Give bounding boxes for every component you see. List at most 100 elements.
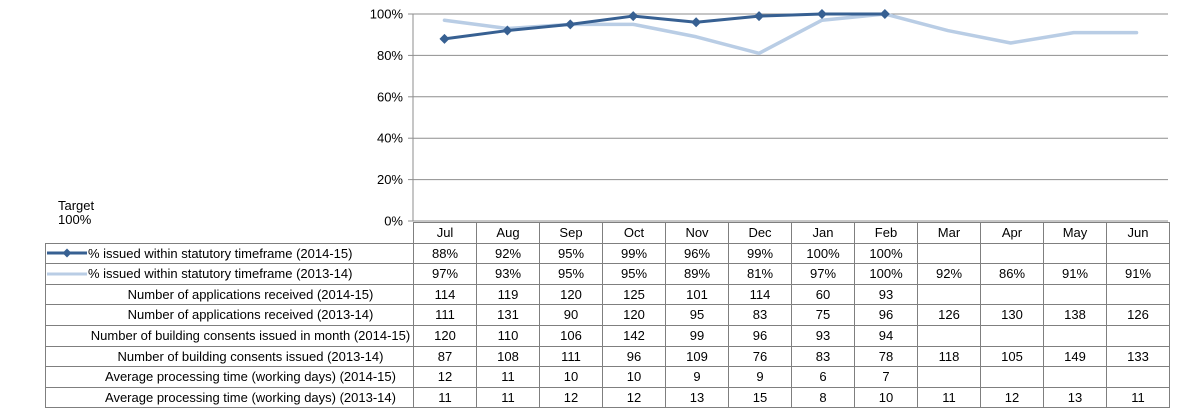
value-cell [917, 366, 981, 388]
value-cell: 12 [539, 386, 603, 408]
series-marker-diamond [879, 9, 890, 19]
value-cell: 101 [665, 283, 729, 306]
value-cell: 142 [602, 324, 666, 347]
table-row: Average processing time (working days) (… [45, 366, 1170, 388]
month-header: Mar [917, 222, 981, 244]
value-cell: 96% [665, 242, 729, 265]
value-cell: 11 [1106, 386, 1170, 408]
value-cell: 11 [413, 386, 477, 408]
value-cell: 78 [854, 345, 918, 368]
value-cell: 9 [728, 366, 792, 388]
value-cell: 10 [539, 366, 603, 388]
series-marker-diamond [502, 25, 513, 36]
line-chart: 0% 20% 40% 60% 80% 100% [370, 7, 1168, 229]
table-row: Average processing time (working days) (… [45, 386, 1170, 408]
value-cell: 114 [413, 283, 477, 306]
row-label-cell: Average processing time (working days) (… [45, 366, 414, 388]
series-marker-diamond [439, 33, 450, 44]
value-cell: 13 [1043, 386, 1107, 408]
chart-data-table: Jul Aug Sep Oct Nov Dec Jan Feb Mar Apr May Jun% is… [45, 222, 1170, 408]
value-cell: 6 [791, 366, 855, 388]
table-row: Number of applications received (2014-15… [45, 283, 1170, 306]
series-line [442, 12, 887, 41]
value-cell: 99 [665, 324, 729, 347]
value-cell: 118 [917, 345, 981, 368]
y-axis-tick-label: 0% [384, 214, 403, 229]
value-cell: 89% [665, 263, 729, 285]
value-cell [980, 324, 1044, 347]
value-cell: 99% [728, 242, 792, 265]
value-cell: 120 [413, 324, 477, 347]
month-header: Nov [665, 222, 729, 244]
value-cell: 93 [791, 324, 855, 347]
value-cell: 92% [476, 242, 540, 265]
value-cell [1043, 242, 1107, 265]
value-cell: 12 [413, 366, 477, 388]
legend-line-icon [47, 267, 89, 281]
value-cell: 96 [728, 324, 792, 347]
value-cell [1043, 283, 1107, 306]
row-label-cell: Number of applications received (2013-14… [45, 304, 414, 326]
row-label: % issued within statutory timeframe (201… [88, 245, 353, 261]
value-cell: 120 [602, 304, 666, 326]
value-cell: 94 [854, 324, 918, 347]
target-annotation-line2: 100% [58, 212, 92, 227]
value-cell [1043, 324, 1107, 347]
y-axis-tick-label: 40% [377, 131, 403, 146]
value-cell: 120 [539, 283, 603, 306]
value-cell: 110 [476, 324, 540, 347]
value-cell [980, 283, 1044, 306]
series-marker-diamond [691, 17, 702, 28]
value-cell: 96 [854, 304, 918, 326]
value-cell: 83 [728, 304, 792, 326]
month-header: Aug [476, 222, 540, 244]
value-cell: 126 [917, 304, 981, 326]
value-cell: 100% [854, 242, 918, 265]
value-cell: 8 [791, 386, 855, 408]
row-label-cell: % issued within statutory timeframe (201… [45, 242, 414, 265]
month-header: Dec [728, 222, 792, 244]
value-cell [980, 366, 1044, 388]
value-cell: 130 [980, 304, 1044, 326]
value-cell: 12 [980, 386, 1044, 408]
series-marker-diamond [628, 11, 639, 22]
series-marker-diamond [565, 19, 576, 30]
legend-line-diamond-icon [47, 246, 89, 260]
month-header: May [1043, 222, 1107, 244]
value-cell: 96 [602, 345, 666, 368]
value-cell: 60 [791, 283, 855, 306]
month-header: Oct [602, 222, 666, 244]
table-row: Number of applications received (2013-14… [45, 304, 1170, 326]
value-cell: 126 [1106, 304, 1170, 326]
value-cell: 83 [791, 345, 855, 368]
table-row: Number of building consents issued (2013… [45, 345, 1170, 368]
value-cell [917, 283, 981, 306]
value-cell: 149 [1043, 345, 1107, 368]
value-cell: 108 [476, 345, 540, 368]
value-cell: 15 [728, 386, 792, 408]
value-cell: 100% [791, 242, 855, 265]
value-cell: 138 [1043, 304, 1107, 326]
value-cell: 12 [602, 386, 666, 408]
value-cell: 95% [602, 263, 666, 285]
value-cell: 131 [476, 304, 540, 326]
table-corner-spacer [46, 223, 414, 244]
row-label-cell: Number of applications received (2014-15… [45, 283, 414, 306]
row-label: % issued within statutory timeframe (201… [88, 266, 353, 282]
value-cell: 91% [1106, 263, 1170, 285]
value-cell: 93% [476, 263, 540, 285]
value-cell: 100% [854, 263, 918, 285]
value-cell: 105 [980, 345, 1044, 368]
value-cell: 75 [791, 304, 855, 326]
value-cell: 86% [980, 263, 1044, 285]
value-cell [917, 242, 981, 265]
month-header: Sep [539, 222, 603, 244]
value-cell: 95% [539, 263, 603, 285]
value-cell: 13 [665, 386, 729, 408]
row-label-cell: Number of building consents issued (2013… [45, 345, 414, 368]
row-label: Number of building consents issued in mo… [90, 327, 411, 343]
value-cell [980, 242, 1044, 265]
value-cell: 106 [539, 324, 603, 347]
value-cell [1106, 324, 1170, 347]
target-annotation-line1: Target [58, 198, 95, 213]
